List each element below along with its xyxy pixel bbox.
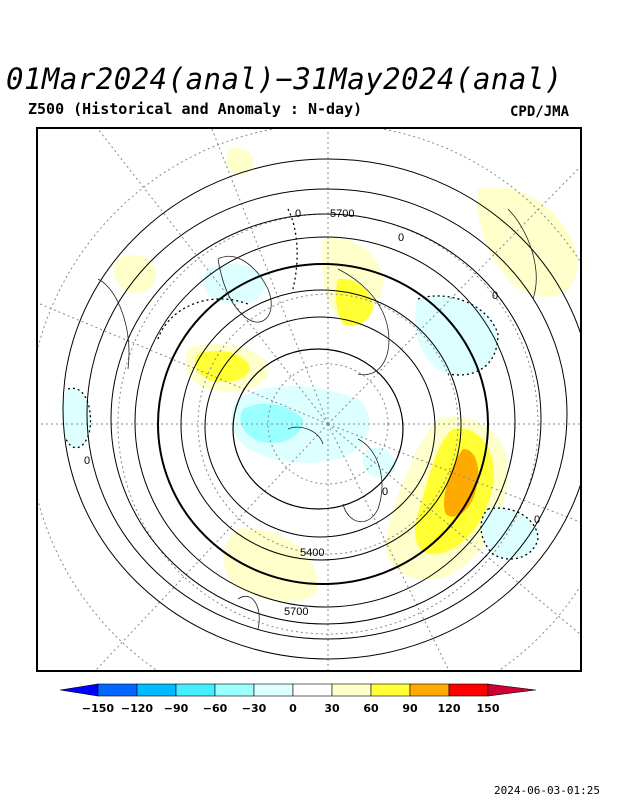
contour-label-zero-6: 0 (398, 232, 404, 244)
legend-swatch-8 (331, 683, 372, 697)
legend-tick-label: −150 (82, 702, 115, 715)
anomaly-pos-siberia (477, 187, 578, 297)
anomaly-neg-pacific-west (481, 508, 538, 559)
contour-labels: 5700 5400 5700 0 0 0 0 0 0 (84, 208, 540, 618)
contour-label-zero-1: 0 (295, 208, 301, 220)
graticule (38, 129, 580, 670)
legend-swatch-11 (448, 683, 489, 697)
positive-anomaly-shading (113, 147, 578, 602)
legend-svg: −150 −120 −90 −60 −30 0 30 60 90 120 150 (59, 683, 537, 715)
contour-label-5400: 5400 (300, 547, 324, 559)
anomaly-pos60-greenland (335, 278, 373, 326)
legend-swatch-12 (487, 683, 537, 697)
legend-swatch-3 (136, 683, 177, 697)
legend-tick-label: −120 (121, 702, 154, 715)
legend-tick-label: 90 (402, 702, 418, 715)
chart-subtitle: Z500 (Historical and Anomaly : N-day) (28, 100, 363, 118)
map-svg: 5700 5400 5700 0 0 0 0 0 0 (38, 129, 580, 670)
anomaly-neg-atlantic-west (61, 388, 91, 448)
anomaly-pos-atlantic (113, 255, 157, 294)
negative-anomaly-shading (61, 264, 538, 559)
legend-tick-label: 0 (289, 702, 297, 715)
height-contours (62, 158, 580, 660)
contour-label-zero-3: 0 (84, 455, 90, 467)
legend-tick-label: −90 (164, 702, 189, 715)
legend-swatch-10 (409, 683, 450, 697)
coastlines (97, 208, 537, 630)
agency-credit: CPD/JMA (510, 104, 570, 120)
legend-tick-label: 30 (324, 702, 340, 715)
legend-tick-label: −30 (242, 702, 267, 715)
zero-anomaly-contours (65, 208, 539, 560)
anomaly-neg-baffin (362, 447, 397, 478)
chart-title: 01Mar2024(anal)−31May2024(anal) (6, 62, 563, 96)
legend-tick-label: 150 (477, 702, 500, 715)
contour-label-zero-2: 0 (492, 290, 498, 302)
legend-swatch-2 (97, 683, 138, 697)
contour-label-zero-4: 0 (534, 514, 540, 526)
generation-timestamp: 2024-06-03-01:25 (494, 784, 600, 797)
contour-label-zero-5: 0 (382, 486, 388, 498)
legend-swatch-5 (214, 683, 255, 697)
color-legend: −150 −120 −90 −60 −30 0 30 60 90 120 150 (59, 682, 537, 722)
anomaly-neg60-arctic (240, 403, 303, 443)
anomaly-neg-pacific-east (414, 295, 498, 375)
polar-stereographic-map: 5700 5400 5700 0 0 0 0 0 0 (36, 127, 582, 672)
legend-swatch-6 (253, 683, 294, 697)
legend-swatches (59, 683, 537, 697)
contour-label-5700-south: 5700 (284, 606, 308, 618)
anomaly-pos90-east-asia (443, 449, 479, 517)
legend-tick-labels: −150 −120 −90 −60 −30 0 30 60 90 120 150 (82, 702, 500, 715)
anomaly-pos-pacific-south (223, 528, 318, 602)
anomaly-neg-canada (202, 264, 266, 305)
anomaly-pos60-europe (194, 350, 250, 382)
legend-swatch-4 (175, 683, 216, 697)
legend-swatch-9 (370, 683, 411, 697)
legend-tick-label: 60 (363, 702, 379, 715)
legend-swatch-7 (292, 683, 333, 697)
anomaly-pos-alaska (226, 147, 254, 175)
contour-label-5700-north: 5700 (330, 208, 354, 220)
legend-tick-label: −60 (203, 702, 228, 715)
legend-swatch-1 (59, 683, 99, 697)
legend-tick-label: 120 (438, 702, 461, 715)
